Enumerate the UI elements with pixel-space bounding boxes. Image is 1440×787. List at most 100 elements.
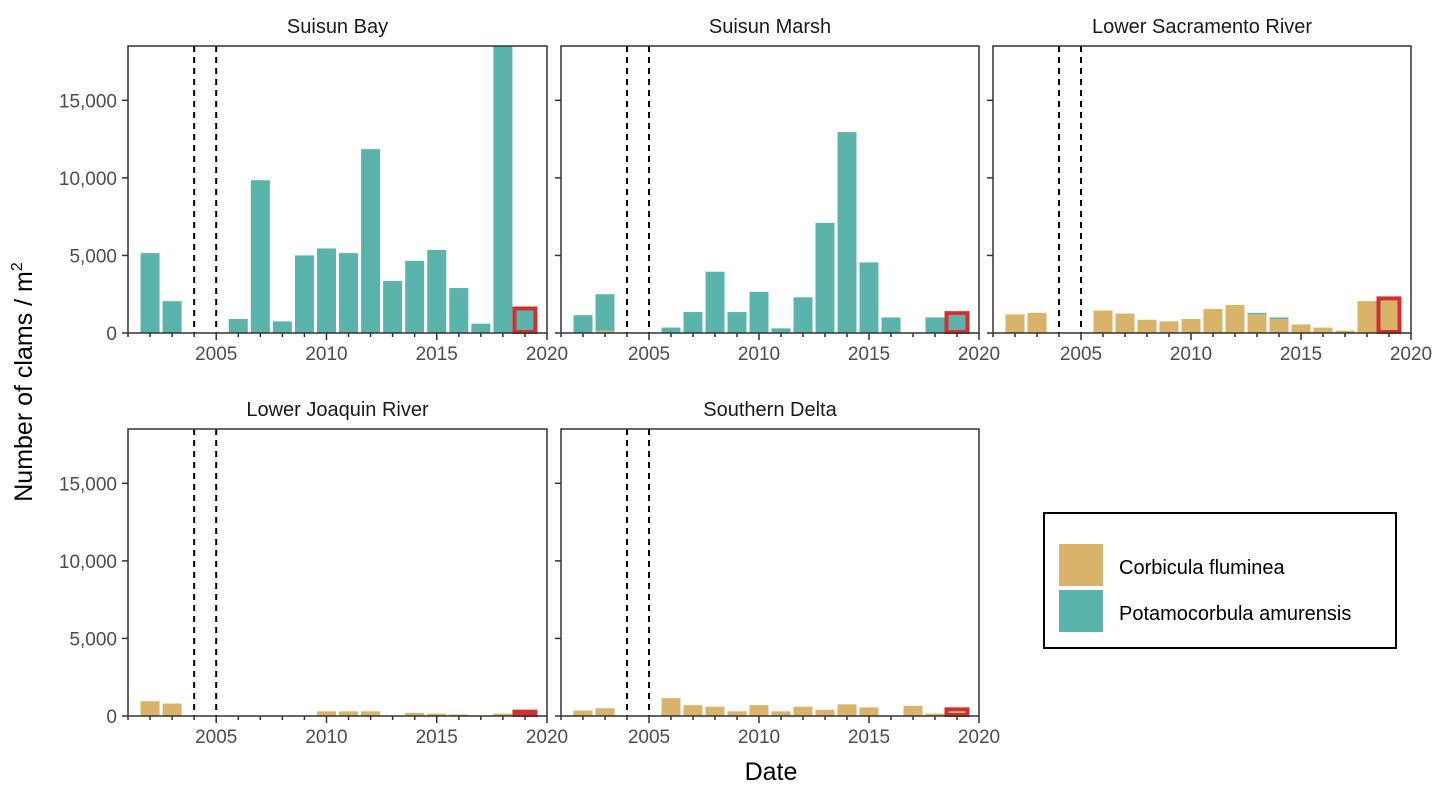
highlight-box-2019 (512, 709, 538, 718)
bar-potamocorbula-amurensis-2012 (361, 149, 381, 333)
bar-potamocorbula-amurensis-2007 (250, 180, 270, 333)
x-tick-label-2015: 2015 (416, 344, 458, 365)
panel-title: Suisun Bay (287, 16, 388, 38)
bar-corbicula-fluminea-2011 (1203, 308, 1223, 333)
bar-potamocorbula-amurensis-2017 (471, 323, 491, 333)
bar-corbicula-fluminea-2003 (595, 708, 615, 716)
bar-potamocorbula-amurensis-2003 (162, 301, 182, 333)
bar-corbicula-fluminea-2014 (837, 704, 857, 716)
bar-potamocorbula-amurensis-2008 (705, 271, 725, 333)
y-tick-label-10000: 10,000 (59, 552, 117, 573)
highlight-box-2019 (1376, 296, 1402, 335)
bar-corbicula-fluminea-2007 (1115, 313, 1135, 333)
bar-corbicula-fluminea-2007 (683, 705, 703, 716)
bar-potamocorbula-amurensis-2016 (881, 317, 901, 333)
panel-border (127, 428, 548, 717)
y-axis-title: Number of clams / m2 (9, 262, 38, 502)
bar-corbicula-fluminea-2018 (1357, 301, 1377, 333)
bar-potamocorbula-amurensis-2002 (140, 253, 160, 333)
bar-corbicula-fluminea-2006 (1093, 310, 1113, 333)
bar-corbicula-fluminea-2010 (1181, 319, 1201, 333)
x-tick-label-2020: 2020 (958, 344, 1000, 365)
bar-corbicula-fluminea-2012 (793, 706, 813, 716)
bar-corbicula-fluminea-2017 (1335, 330, 1355, 333)
highlight-box-2019 (512, 306, 538, 334)
bar-potamocorbula-amurensis-2012 (793, 297, 813, 333)
bar-corbicula-fluminea-2015 (427, 713, 447, 716)
y-axis-title-text: Number of clams / m (10, 271, 38, 502)
bar-corbicula-fluminea-2011 (771, 711, 791, 716)
panel-title: Lower Sacramento River (1092, 16, 1312, 38)
x-tick-label-2015: 2015 (848, 727, 890, 748)
x-tick-label-2005: 2005 (628, 727, 670, 748)
bar-corbicula-fluminea-2014 (405, 712, 425, 716)
x-tick-label-2015: 2015 (848, 344, 890, 365)
bar-potamocorbula-amurensis-2018 (925, 317, 945, 333)
bar-potamocorbula-amurensis-2013 (383, 281, 403, 333)
bar-potamocorbula-amurensis-2007 (683, 312, 703, 333)
panel-title: Lower Joaquin River (246, 399, 429, 421)
x-tick-label-2020: 2020 (526, 727, 568, 748)
bar-potamocorbula-amurensis-2014 (837, 132, 857, 333)
y-axis-title-superscript: 2 (9, 262, 26, 271)
bar-corbicula-fluminea-2009 (727, 711, 747, 716)
bar-potamocorbula-amurensis-2014 (1269, 317, 1289, 320)
x-tick-label-2005: 2005 (1060, 344, 1102, 365)
bar-corbicula-fluminea-2003 (1027, 312, 1047, 333)
bar-potamocorbula-amurensis-2019 (515, 310, 535, 333)
bar-potamocorbula-amurensis-2011 (771, 328, 791, 333)
legend-label-potamocorbula: Potamocorbula amurensis (1119, 603, 1351, 625)
bar-corbicula-fluminea-2012 (1225, 305, 1245, 333)
bar-corbicula-fluminea-2015 (859, 707, 879, 716)
panel-border (127, 45, 548, 334)
bar-corbicula-fluminea-2012 (361, 711, 381, 716)
bar-potamocorbula-amurensis-2010 (316, 248, 336, 333)
legend-label-corbicula: Corbicula fluminea (1119, 557, 1286, 579)
bar-corbicula-fluminea-2016 (449, 714, 469, 716)
x-tick-label-2005: 2005 (628, 344, 670, 365)
bar-potamocorbula-amurensis-2010 (749, 291, 769, 333)
y-tick-label-5000: 5,000 (69, 246, 117, 267)
x-tick-label-2015: 2015 (416, 727, 458, 748)
x-tick-label-2010: 2010 (1170, 344, 1212, 365)
panel-border (992, 45, 1412, 334)
legend-key-potamocorbula (1059, 590, 1103, 632)
bar-potamocorbula-amurensis-2016 (449, 288, 469, 333)
bar-potamocorbula-amurensis-2006 (228, 319, 248, 333)
bar-corbicula-fluminea-2002 (573, 710, 593, 716)
bar-potamocorbula-amurensis-2009 (294, 255, 314, 333)
bar-corbicula-fluminea-2018 (493, 713, 513, 716)
bar-corbicula-fluminea-2006 (661, 698, 681, 716)
bar-corbicula-fluminea-2002 (1005, 314, 1025, 333)
panel-suisun-bay: Suisun Bay 2005 2010 2015 2020 0 5,000 10,000 15… (59, 16, 568, 365)
bar-potamocorbula-amurensis-2011 (339, 253, 359, 333)
panel-southern-delta: Southern Delta 2005 2010 2015 2020 (555, 399, 1000, 748)
bar-potamocorbula-amurensis-2003 (595, 294, 615, 331)
svg-text:Number of clams / m2: Number of clams / m2 (9, 262, 38, 502)
x-tick-label-2010: 2010 (738, 727, 780, 748)
bar-potamocorbula-amurensis-2008 (272, 321, 292, 333)
bar-corbicula-fluminea-2011 (339, 711, 359, 716)
bar-corbicula-fluminea-2003 (595, 330, 615, 333)
bar-potamocorbula-amurensis-2013 (815, 222, 835, 333)
legend: Corbicula fluminea Potamocorbula amurens… (1043, 512, 1397, 649)
bar-potamocorbula-amurensis-2013 (1247, 312, 1267, 315)
x-tick-label-2005: 2005 (195, 344, 237, 365)
panel-lower-sacramento-river: Lower Sacramento River 2005 2010 2015 2020 (987, 16, 1432, 365)
x-tick-label-2005: 2005 (195, 727, 237, 748)
x-axis-title: Date (745, 758, 798, 786)
x-tick-label-2010: 2010 (738, 344, 780, 365)
highlight-box-2019 (944, 311, 970, 334)
bar-potamocorbula-amurensis-2014 (405, 260, 425, 333)
panel-border (560, 428, 980, 717)
x-tick-label-2015: 2015 (1280, 344, 1322, 365)
bar-corbicula-fluminea-2019 (1379, 300, 1399, 333)
panel-title: Suisun Marsh (709, 16, 831, 38)
bar-potamocorbula-amurensis-2019 (947, 315, 967, 333)
bar-potamocorbula-amurensis-2015 (427, 250, 447, 333)
bar-potamocorbula-amurensis-2006 (661, 327, 681, 333)
highlight-box-2019 (944, 707, 970, 718)
bar-corbicula-fluminea-2018 (925, 713, 945, 716)
panel-suisun-marsh: Suisun Marsh 2005 2010 2015 2020 (555, 16, 1000, 365)
